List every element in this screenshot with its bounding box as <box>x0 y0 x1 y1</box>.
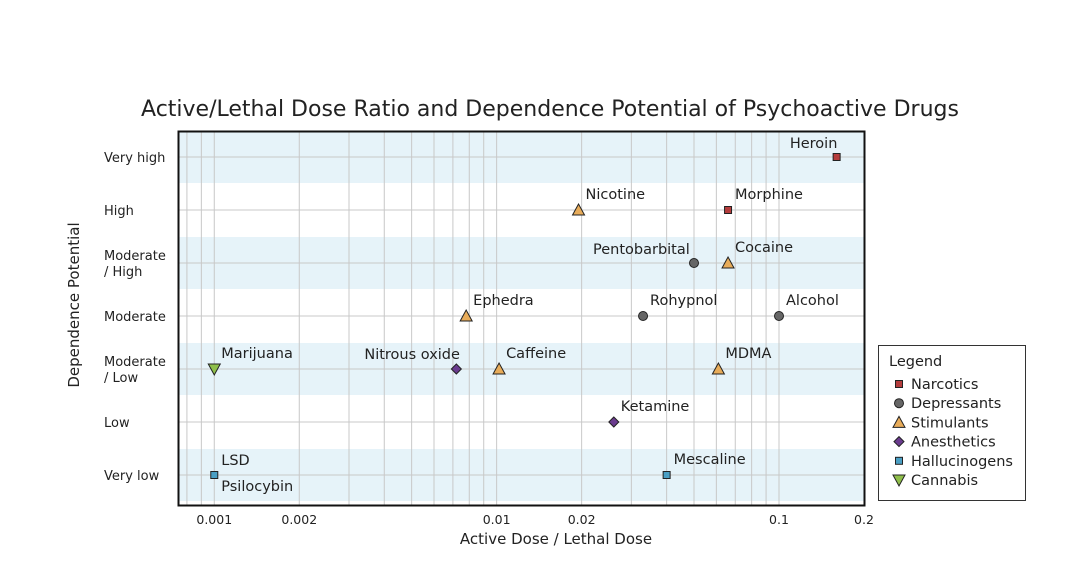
data-point-nitrous-oxide <box>450 363 463 375</box>
point-label: Ketamine <box>621 399 690 415</box>
y-tick-label: Moderate / High <box>104 249 166 280</box>
legend-marker-stimulants <box>892 415 906 428</box>
y-tick-label: Low <box>104 416 130 431</box>
y-tick-label: High <box>104 204 134 219</box>
data-point-marijuana <box>207 363 222 377</box>
data-point-alcohol <box>774 311 785 321</box>
data-point-cocaine <box>721 255 735 269</box>
chart-title: Active/Lethal Dose Ratio and Dependence … <box>141 97 959 122</box>
legend-marker-anesthetics <box>893 435 905 448</box>
legend-title: Legend <box>889 354 942 370</box>
point-label: Pentobarbital <box>593 242 690 258</box>
data-point-morphine <box>724 206 733 214</box>
data-point-mdma <box>711 361 726 375</box>
point-label: Caffeine <box>506 346 566 362</box>
legend-entry: Narcotics <box>911 377 978 393</box>
data-point-rohypnol <box>638 311 649 321</box>
legend-marker-depressants <box>894 398 904 409</box>
point-label: Mescaline <box>674 452 746 468</box>
x-axis-label: Active Dose / Lethal Dose <box>460 530 652 548</box>
legend-marker-hallucinogens <box>895 456 903 465</box>
data-point-caffeine <box>492 361 506 375</box>
point-label: Nicotine <box>586 187 646 203</box>
point-label: Ephedra <box>473 293 534 309</box>
legend-entry: Stimulants <box>911 415 989 431</box>
point-label: Morphine <box>735 187 803 203</box>
data-point-ephedra <box>459 308 474 322</box>
y-tick-label: Moderate <box>104 310 166 325</box>
data-point-mescaline <box>662 471 671 479</box>
legend: Legend Narcotics Depressants Stimulants Anes… <box>878 345 1026 501</box>
data-point-nicotine <box>571 202 586 216</box>
legend-entry: Depressants <box>911 396 1001 412</box>
data-point-ketamine <box>608 416 620 428</box>
x-tick-label: 0.1 <box>769 512 789 527</box>
point-label: Cocaine <box>735 240 793 256</box>
point-label: Rohypnol <box>650 293 717 309</box>
data-point-heroin <box>832 153 841 161</box>
point-label: Alcohol <box>786 293 839 309</box>
y-tick-label: Very low <box>104 469 160 484</box>
point-labels: Heroin Morphine Nicotine Cocaine Pentobarbit… <box>221 136 839 495</box>
legend-entry: Hallucinogens <box>911 454 1013 470</box>
point-label: Heroin <box>790 136 838 152</box>
x-tick-label: 0.2 <box>854 512 874 527</box>
y-tick-labels: Very low Low Moderate / Low Moderate Moderate… <box>104 151 166 484</box>
data-points <box>207 153 841 479</box>
y-tick-label: Moderate / Low <box>104 355 166 386</box>
data-point-lsd <box>210 471 219 479</box>
y-axis-label: Dependence Potential <box>65 222 83 387</box>
point-label: MDMA <box>725 346 771 362</box>
legend-entry: Cannabis <box>911 473 978 489</box>
point-label: LSD <box>221 453 249 469</box>
x-tick-label: 0.02 <box>568 512 596 527</box>
legend-marker-narcotics <box>895 380 903 388</box>
point-label: Marijuana <box>221 346 293 362</box>
legend-entry: Anesthetics <box>911 435 996 451</box>
x-tick-label: 0.002 <box>281 512 317 527</box>
point-label: Nitrous oxide <box>364 347 460 363</box>
y-tick-label: Very high <box>104 151 165 166</box>
x-tick-labels: 0.001 0.002 0.01 0.02 0.1 0.2 <box>196 512 874 527</box>
point-label: Psilocybin <box>221 479 293 495</box>
plot-frame <box>177 130 866 507</box>
legend-marker-cannabis <box>892 474 906 488</box>
x-tick-label: 0.01 <box>483 512 511 527</box>
x-tick-label: 0.001 <box>196 512 232 527</box>
data-point-pentobarbital <box>689 258 700 268</box>
